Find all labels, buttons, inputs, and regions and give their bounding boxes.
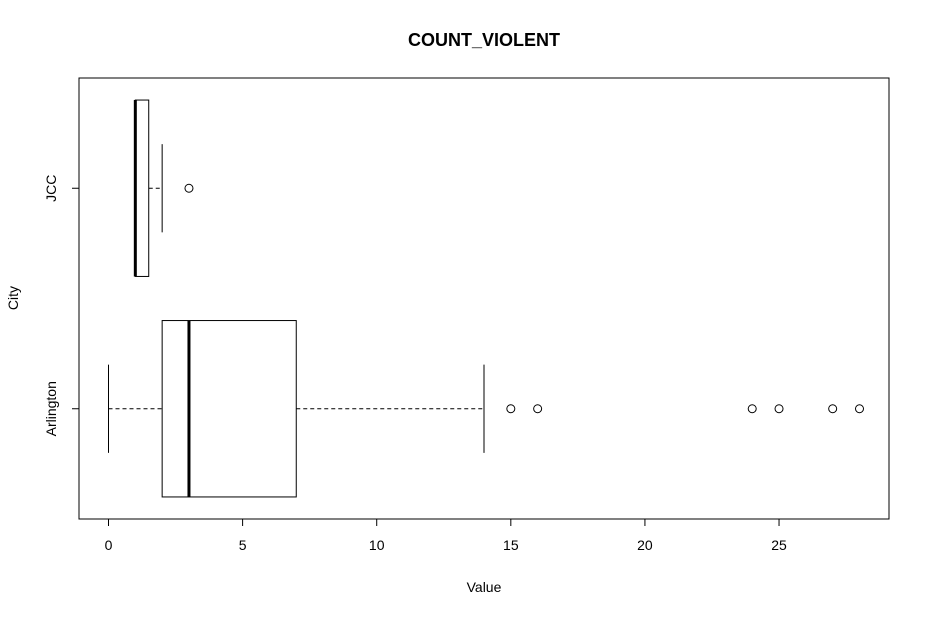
x-tick-label-20: 20: [637, 537, 653, 553]
x-tick-label-5: 5: [239, 537, 247, 553]
x-tick-label-10: 10: [369, 537, 385, 553]
x-tick-label-15: 15: [503, 537, 519, 553]
outlier-arlington-4: [774, 404, 784, 414]
y-axis-label: City: [5, 286, 21, 310]
x-tick-label-25: 25: [771, 537, 787, 553]
outlier-arlington-6: [854, 404, 864, 414]
outlier-jcc-1: [184, 183, 194, 193]
outlier-arlington-1: [506, 404, 516, 414]
outlier-arlington-5: [828, 404, 838, 414]
y-tick-label-jcc: JCC: [43, 175, 59, 202]
x-tick-label-0: 0: [105, 537, 113, 553]
outlier-arlington-3: [747, 404, 757, 414]
y-axis: Arlington JCC: [43, 175, 80, 436]
box-jcc: [134, 99, 150, 277]
outlier-arlington-2: [533, 404, 543, 414]
boxes-layer: [108, 99, 864, 498]
box-group-arlington: [108, 320, 864, 498]
chart-title: COUNT_VIOLENT: [408, 30, 560, 50]
box-arlington: [161, 320, 297, 498]
x-axis: 0 5 10 15 20 25: [105, 518, 787, 553]
y-tick-label-arlington: Arlington: [43, 381, 59, 436]
x-axis-label: Value: [467, 579, 502, 595]
box-group-jcc: [133, 99, 194, 277]
